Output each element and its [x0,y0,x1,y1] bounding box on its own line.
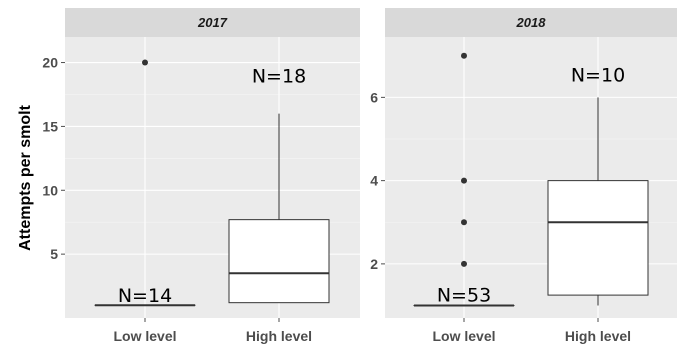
box-high-level: N=18 [228,65,330,304]
outlier-point [461,177,467,184]
panel-strip [65,8,360,37]
panel-2017: 2017 5 10 15 20 N=14 Low level N=18 High level [42,8,360,344]
x-tick-label: High level [565,328,631,344]
x-tick-label: Low level [113,328,176,344]
box-low-level: N=53 [413,52,515,307]
y-tick-label: 4 [370,173,378,189]
panel-title: 2017 [197,15,228,30]
x-tick-label: Low level [432,328,495,344]
y-tick-label: 10 [42,182,58,198]
y-axis-label: Attempts per smolt [17,104,34,250]
y-tick-label: 2 [370,256,378,272]
n-label: N=10 [571,64,625,86]
box-rect [228,219,330,304]
outlier-point [461,52,467,59]
outlier-point [461,219,467,226]
outlier-point [461,260,467,267]
y-tick-label: 20 [42,55,58,71]
panel-title: 2018 [516,15,547,30]
box-rect [547,180,649,296]
n-label: N=14 [118,285,172,307]
x-tick-label: High level [246,328,312,344]
y-tick-label: 15 [42,118,58,134]
n-label: N=53 [437,284,491,306]
panel-2018: 2018 2 4 6 N=53 Low level N=10 High level [370,8,677,344]
panel-strip [385,8,677,37]
n-label: N=18 [252,65,306,87]
outlier-point [142,59,148,66]
y-tick-label: 6 [370,89,378,105]
y-tick-label: 5 [50,246,58,262]
box-low-level: N=14 [94,59,196,307]
box-high-level: N=10 [547,64,649,306]
